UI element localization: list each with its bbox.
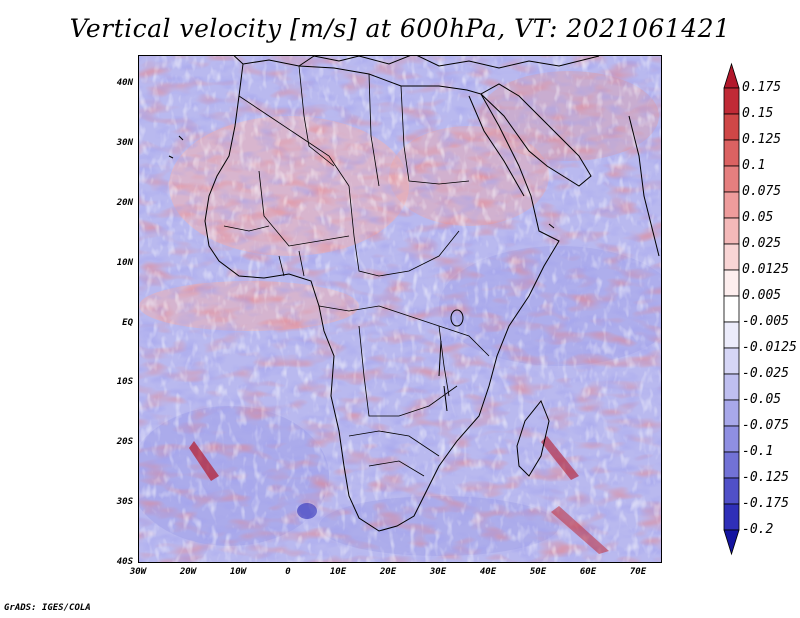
colorbar-tick-label: -0.0125 [742,340,797,355]
colorbar-swatch [724,426,739,452]
colorbar-tick-label: 0.125 [742,132,781,147]
colorbar-swatch [724,218,739,244]
colorbar-tick-label: -0.05 [742,392,781,407]
colorbar-tick-label: -0.2 [742,522,773,537]
colorbar-swatch [724,322,739,348]
colorbar-swatch [724,114,739,140]
colorbar-tick-label: 0.075 [742,184,781,199]
colorbar [0,0,800,618]
colorbar-tick-label: -0.175 [742,496,789,511]
colorbar-swatch [724,270,739,296]
colorbar-swatch [724,88,739,114]
colorbar-tick-label: 0.15 [742,106,773,121]
colorbar-tick-label: 0.025 [742,236,781,251]
colorbar-swatch [724,478,739,504]
colorbar-tick-label: -0.005 [742,314,789,329]
colorbar-swatch [724,192,739,218]
colorbar-swatch [724,452,739,478]
colorbar-swatch [724,140,739,166]
colorbar-tick-label: 0.1 [742,158,765,173]
colorbar-swatch [724,504,739,530]
colorbar-tick-label: -0.125 [742,470,789,485]
colorbar-bottom-arrow [724,530,739,554]
colorbar-tick-label: 0.005 [742,288,781,303]
colorbar-swatch [724,244,739,270]
colorbar-swatch [724,348,739,374]
colorbar-top-arrow [724,64,739,88]
grads-credit: GrADS: IGES/COLA [4,603,91,613]
colorbar-tick-label: -0.025 [742,366,789,381]
colorbar-tick-label: -0.1 [742,444,773,459]
colorbar-swatch [724,166,739,192]
colorbar-swatch [724,296,739,322]
colorbar-swatch [724,400,739,426]
colorbar-tick-label: 0.175 [742,80,781,95]
colorbar-tick-label: -0.075 [742,418,789,433]
colorbar-swatch [724,374,739,400]
colorbar-tick-label: 0.05 [742,210,773,225]
colorbar-tick-label: 0.0125 [742,262,789,277]
